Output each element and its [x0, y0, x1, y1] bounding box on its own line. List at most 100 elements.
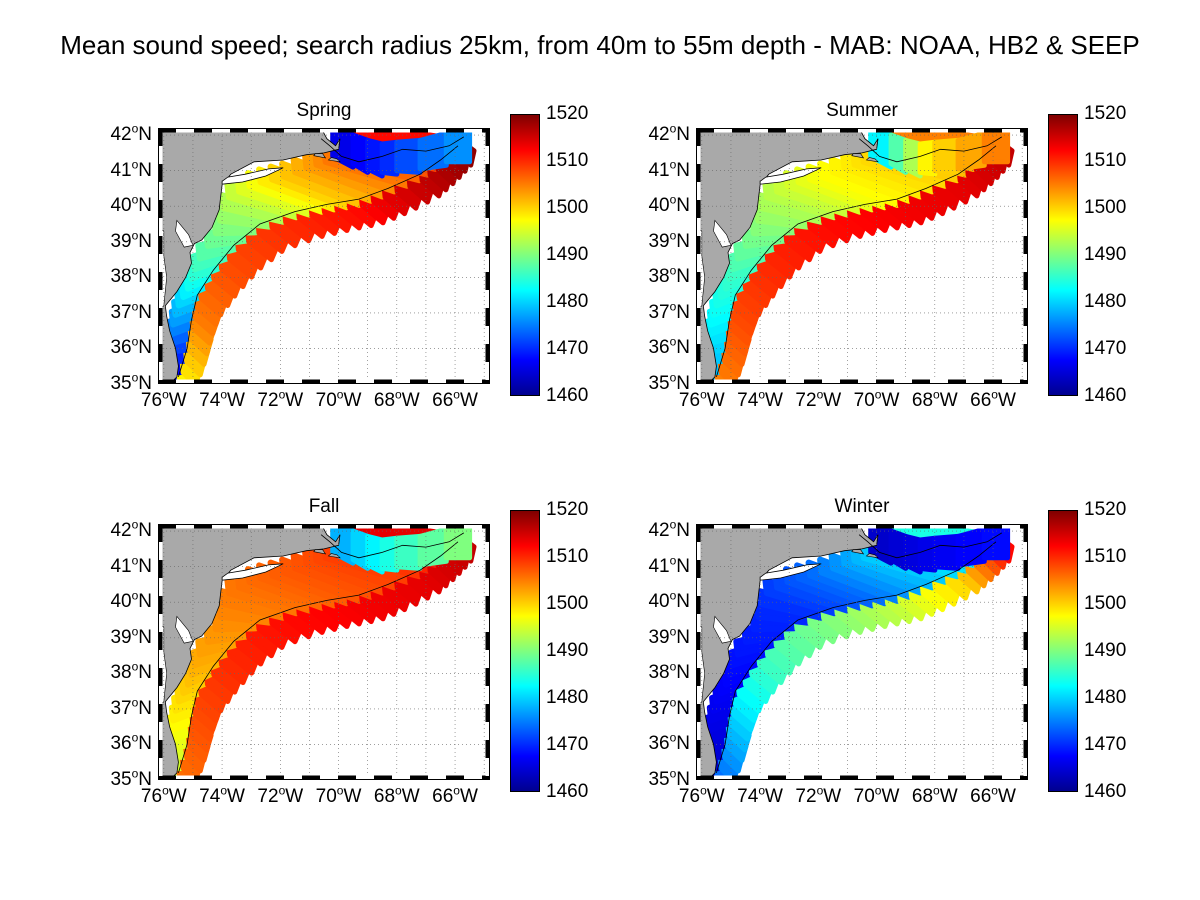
lat-tick-label: 38oN	[110, 264, 152, 288]
tick-degree: 40	[110, 195, 132, 217]
north-cell	[394, 137, 423, 175]
tick-hemisphere: N	[138, 301, 152, 323]
colorbar-tick-label: 1500	[546, 197, 589, 218]
lat-tick-label: 37oN	[110, 697, 152, 720]
tick-hemisphere: N	[676, 626, 690, 648]
tick-hemisphere: N	[676, 769, 690, 790]
colorbar	[510, 114, 540, 396]
tick-degree: 72	[795, 390, 817, 411]
tick-degree: 40	[648, 591, 670, 613]
frame-border	[696, 524, 1028, 780]
degree-sign: o	[336, 387, 344, 402]
degree-sign: o	[131, 624, 139, 639]
degree-sign: o	[669, 157, 677, 172]
degree-sign: o	[700, 387, 707, 402]
panel-title: Fall	[308, 496, 340, 517]
degree-sign: o	[453, 387, 460, 402]
colorbar-tick-label: 1500	[1084, 197, 1127, 218]
colorbar-tick-label: 1490	[1084, 244, 1127, 265]
tick-hemisphere: N	[138, 697, 152, 719]
tick-hemisphere: N	[676, 662, 690, 684]
isobath-contour	[178, 145, 459, 378]
lon-tick-label: 70oW	[316, 387, 362, 412]
map-plot	[158, 128, 490, 384]
lat-tick-label: 39oN	[110, 624, 152, 649]
degree-sign: o	[131, 228, 139, 243]
tick-hemisphere: W	[765, 786, 783, 807]
map-frame	[696, 524, 1028, 780]
tick-degree: 72	[257, 786, 279, 807]
tick-hemisphere: W	[706, 390, 725, 411]
degree-sign: o	[669, 553, 677, 568]
tick-degree: 74	[737, 786, 759, 807]
lat-tick-label: 41oN	[648, 553, 690, 578]
tick-hemisphere: N	[676, 124, 690, 146]
lon-tick-label: 76oW	[141, 389, 187, 412]
isobath-contour	[320, 532, 465, 559]
north-cell	[394, 533, 423, 571]
frame-border	[158, 524, 490, 780]
land-mass	[158, 128, 341, 384]
tick-degree: 42	[110, 520, 132, 542]
land-mass	[158, 524, 341, 780]
long-island	[759, 563, 822, 581]
degree-sign: o	[278, 387, 286, 402]
colorbar-tick-label: 1470	[546, 734, 589, 755]
map-plot	[696, 524, 1028, 780]
colorbar-labels: 1520 1510 1500 1490 1480 1470 1460	[546, 103, 606, 406]
lon-tick-label: 66oW	[970, 785, 1016, 808]
colorbar-tick-label: 1510	[1084, 546, 1127, 567]
tick-hemisphere: N	[138, 159, 152, 181]
y-axis-labels: 42oN 41oN 40oN 39oN 38oN 37oN 36oN 35oN	[638, 519, 690, 790]
north-cell	[379, 139, 400, 177]
north-cell	[917, 535, 938, 573]
y-axis-labels: 42oN 41oN 40oN 39oN 38oN 37oN 36oN 35oN	[638, 123, 690, 394]
north-cell	[955, 526, 987, 568]
lon-tick-label: 68oW	[374, 389, 420, 412]
tick-hemisphere: W	[285, 786, 304, 807]
degree-sign: o	[669, 517, 677, 532]
x-axis-labels: 76oW 74oW 72oW 70oW 68oW 66oW	[141, 387, 490, 414]
north-cell	[379, 535, 400, 573]
lon-tick-label: 74oW	[737, 785, 783, 808]
tick-degree: 35	[110, 769, 132, 790]
degree-sign: o	[669, 299, 677, 314]
tick-hemisphere: W	[227, 786, 245, 807]
degree-sign: o	[758, 387, 766, 402]
lat-tick-label: 41oN	[110, 158, 152, 182]
colorbar	[510, 510, 540, 792]
lon-tick-label: 66oW	[970, 389, 1016, 412]
north-cell	[417, 130, 449, 172]
colorbar-tick-label: 1470	[1084, 338, 1127, 359]
figure-title: Mean sound speed; search radius 25km, fr…	[60, 30, 1140, 60]
lat-tick-label: 39oN	[648, 625, 690, 649]
degree-sign: o	[131, 731, 139, 746]
lon-tick-label: 70oW	[316, 785, 362, 808]
tick-hemisphere: N	[676, 373, 690, 394]
colorbar-tick-label: 1460	[546, 781, 589, 802]
colorbar-labels: 1520 1510 1500 1490 1480 1470 1460	[1084, 103, 1144, 406]
colorbar-tick-label: 1500	[1084, 593, 1127, 614]
tick-hemisphere: N	[138, 124, 152, 146]
degree-sign: o	[933, 783, 940, 798]
tick-degree: 68	[911, 786, 934, 807]
tick-degree: 37	[648, 301, 670, 323]
lat-tick-label: 42oN	[110, 123, 152, 146]
degree-sign: o	[278, 783, 286, 798]
tick-hemisphere: W	[459, 786, 478, 807]
tick-degree: 36	[648, 733, 670, 755]
tick-degree: 36	[110, 337, 132, 359]
delaware-bay	[713, 219, 732, 248]
y-axis-labels: 42oN 41oN 40oN 39oN 38oN 37oN 36oN 35oN	[100, 123, 152, 394]
tick-hemisphere: W	[343, 786, 362, 807]
tick-hemisphere: N	[676, 591, 690, 613]
lon-tick-label: 68oW	[912, 389, 958, 412]
colorbar-tick-label: 1510	[546, 546, 589, 567]
tick-degree: 42	[110, 124, 132, 146]
tick-degree: 74	[199, 786, 221, 807]
degree-sign: o	[131, 517, 139, 532]
tick-degree: 41	[648, 159, 670, 181]
degree-sign: o	[874, 783, 882, 798]
degree-sign: o	[131, 264, 139, 278]
marthas-vineyard	[851, 153, 865, 159]
